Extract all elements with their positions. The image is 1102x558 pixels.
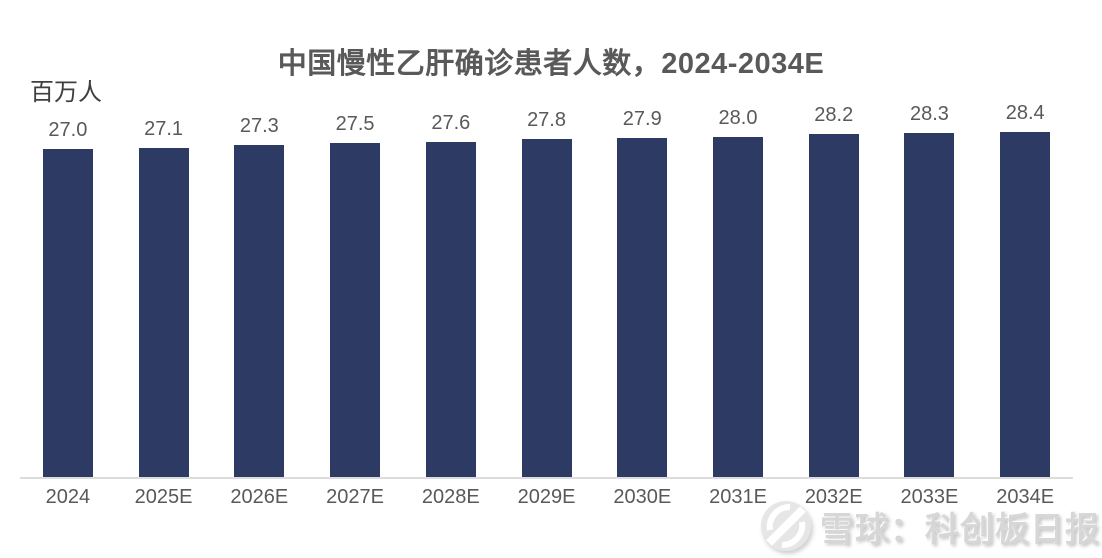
bar-column: 27.8 xyxy=(499,100,595,477)
bar xyxy=(42,149,93,477)
x-axis-labels: 2024 2025E 2026E 2027E 2028E 2029E 2030E 2031E 2… xyxy=(20,486,1073,509)
bar-value-label: 27.5 xyxy=(335,113,375,135)
bar xyxy=(234,145,285,477)
bar xyxy=(713,137,763,477)
bar-column: 27.0 xyxy=(20,100,116,477)
bar-column: 28.0 xyxy=(690,100,786,477)
bar-value-label: 27.1 xyxy=(144,118,184,140)
chart-title: 中国慢性乙肝确诊患者人数，2024-2034E xyxy=(277,48,825,80)
x-axis-label: 2030E xyxy=(613,486,672,508)
bar-value-label: 27.0 xyxy=(48,119,88,141)
x-axis-label: 2024 xyxy=(45,486,91,508)
bar-value-label: 28.3 xyxy=(910,103,949,125)
bar xyxy=(1000,132,1051,477)
bar-column: 28.3 xyxy=(882,100,978,477)
bar-value-label: 28.4 xyxy=(1005,102,1045,124)
y-axis-unit-label: 百万人 xyxy=(30,79,102,106)
bar xyxy=(330,143,381,477)
bar-value-label: 28.0 xyxy=(718,107,758,129)
x-axis-label: 2025E xyxy=(134,486,193,508)
bar xyxy=(138,148,189,477)
bar xyxy=(521,139,572,477)
plot-area: 27.0 27.1 27.3 27.5 27.6 27.8 27.9 28.0 28.2 28.3… xyxy=(20,100,1073,479)
bar xyxy=(617,138,668,477)
bar-value-label: 27.6 xyxy=(431,112,471,134)
bar xyxy=(808,134,859,477)
bar-column: 28.2 xyxy=(786,100,882,477)
x-axis-label: 2033E xyxy=(900,486,959,508)
bar-value-label: 28.2 xyxy=(814,104,854,126)
x-axis-label: 2029E xyxy=(517,486,576,508)
bar-column: 27.3 xyxy=(211,100,307,477)
bar-column: 27.6 xyxy=(403,100,499,477)
x-axis-label: 2028E xyxy=(421,486,480,508)
bar-column: 28.4 xyxy=(977,100,1073,477)
bar-value-label: 27.8 xyxy=(527,109,566,131)
bar-column: 27.9 xyxy=(594,100,690,477)
x-axis-label: 2026E xyxy=(230,486,289,508)
bar-value-label: 27.9 xyxy=(622,108,662,130)
bar-column: 27.5 xyxy=(307,100,403,477)
bar-value-label: 27.3 xyxy=(239,115,279,137)
bar xyxy=(904,133,955,477)
bar-column: 27.1 xyxy=(116,100,212,477)
x-axis-label: 2032E xyxy=(804,486,863,508)
x-axis-label: 2027E xyxy=(326,486,384,508)
bar xyxy=(425,142,476,477)
x-axis-label: 2034E xyxy=(996,486,1055,508)
x-axis-label: 2031E xyxy=(709,486,767,508)
